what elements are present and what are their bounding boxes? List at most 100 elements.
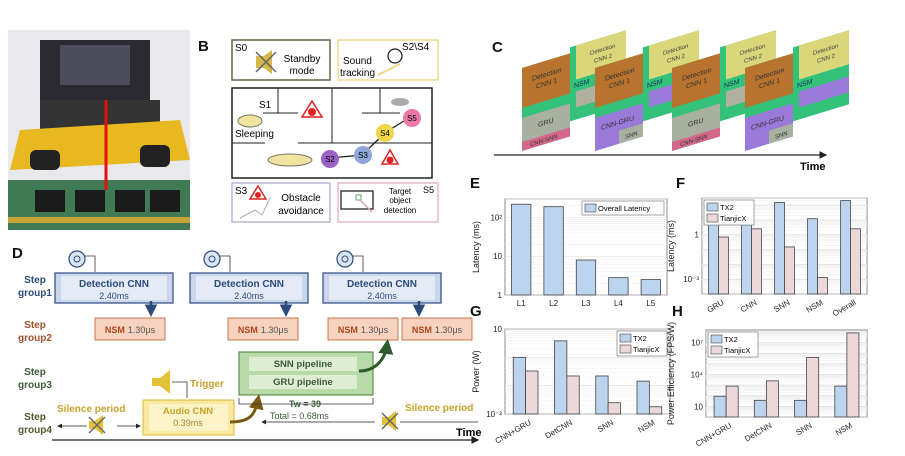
- x-tick-label: L3: [582, 299, 591, 308]
- detection-time: 2.40ms: [99, 291, 129, 301]
- nsm-label: NSM: [338, 325, 358, 335]
- detection-cnn-label: Detection CNN: [79, 279, 149, 290]
- y-tick-label: 10⁷: [691, 339, 703, 348]
- mute-speaker-icon: [255, 50, 277, 74]
- legend-label: TianjicX: [633, 345, 659, 354]
- panel-b: B S0 Standby mode Sound tracking S2\S4 S…: [198, 38, 439, 223]
- legend-swatch: [706, 202, 719, 212]
- bar: [806, 356, 820, 418]
- legend-label: TianjicX: [724, 346, 750, 355]
- bar: [713, 395, 727, 418]
- step-group-label: group4: [18, 425, 52, 436]
- bar: [834, 385, 848, 418]
- panel-label: H: [672, 303, 683, 320]
- node-label: S4: [380, 129, 390, 138]
- panel-label: F: [676, 175, 685, 192]
- bar: [554, 340, 568, 415]
- mouse-icon: [391, 98, 409, 106]
- camera-icon: [336, 250, 354, 268]
- x-tick-label: SNN: [794, 421, 813, 437]
- audio-cnn-label: Audio CNN: [163, 406, 213, 417]
- nsm-label: NSM: [238, 325, 258, 335]
- bar: [850, 228, 861, 295]
- bar: [840, 200, 851, 295]
- nsm-block: NSM 1.30μs: [227, 317, 299, 341]
- nsm-time: 1.30μs: [361, 325, 389, 335]
- legend-label: TX2: [724, 335, 738, 344]
- step-label: Step: [24, 320, 46, 331]
- snn-pipeline-label: SNN pipeline: [274, 359, 333, 370]
- chart-f: F 10⁻³ 1 Latency (ms) GRU CNN SNN NSM Overall TX2…: [666, 175, 868, 318]
- bar: [525, 370, 539, 415]
- cat-icon: [267, 153, 313, 167]
- chip-region-label: SNN: [775, 130, 788, 141]
- sound-text: Sound: [343, 56, 372, 67]
- bar: [608, 277, 629, 296]
- bar: [640, 279, 661, 296]
- time-label: Time: [456, 427, 481, 439]
- bar: [648, 406, 663, 415]
- bar: [817, 277, 828, 295]
- sound-text: tracking: [340, 68, 375, 79]
- target-text: detection: [384, 206, 416, 215]
- y-axis-label: Power Efficiency (FPS/W): [666, 322, 676, 425]
- mute-speaker-icon: [88, 415, 106, 435]
- detection-time: 2.40ms: [234, 291, 264, 301]
- tw-label: Tw = 39: [289, 399, 321, 409]
- nsm-time: 1.30μs: [128, 325, 156, 335]
- bar: [794, 399, 808, 418]
- chip-region-label: SNN: [625, 130, 638, 141]
- legend: TX2 TianjicX: [703, 199, 755, 226]
- bar: [607, 402, 621, 415]
- sleeping-text: Sleeping: [235, 129, 274, 140]
- x-tick-label: NSM: [636, 418, 656, 435]
- target-frame-icon: [340, 190, 374, 210]
- step-group-label: group3: [18, 380, 52, 391]
- speaker-target-icon: [387, 48, 403, 64]
- step-group-label: group1: [18, 288, 52, 299]
- standby-box: S0 Standby mode: [231, 39, 331, 81]
- bar: [595, 375, 609, 415]
- legend-label: Overall Latency: [598, 204, 650, 213]
- panel-d: D Step group1 Step group2 Step group3 Step grou…: [12, 245, 481, 444]
- mute-speaker-icon: [381, 411, 399, 431]
- legend-swatch: [619, 333, 632, 343]
- legend: TX2 TianjicX: [616, 330, 668, 357]
- legend-label: TX2: [720, 203, 734, 212]
- bar: [543, 206, 564, 296]
- x-tick-label: L2: [549, 299, 558, 308]
- nsm-block: NSM 1.30μs: [94, 317, 166, 341]
- x-tick-label: CNN+GRU: [694, 421, 733, 449]
- nsm-time: 1.30μs: [435, 325, 463, 335]
- x-tick-label: NSM: [834, 421, 854, 438]
- x-tick-label: CNN: [739, 298, 759, 315]
- silence-period-label: Silence period: [57, 404, 125, 415]
- x-tick-label: L4: [614, 299, 623, 308]
- robot-photo: [8, 30, 190, 230]
- state-label: S2\S4: [402, 42, 430, 53]
- y-tick-label: 10: [493, 325, 502, 334]
- state-label: S0: [235, 43, 248, 54]
- legend-swatch: [584, 203, 597, 213]
- trigger-label: Trigger: [190, 379, 224, 390]
- bar: [575, 259, 597, 296]
- target-text: Target: [389, 187, 412, 196]
- y-tick-label: 10: [694, 402, 703, 411]
- camera-icon: [68, 250, 86, 268]
- target-detection-box: Target object detection S5: [337, 182, 439, 223]
- bar: [636, 380, 650, 415]
- target-text: object: [389, 196, 411, 205]
- obstacle-text: avoidance: [278, 206, 324, 217]
- standby-text: mode: [289, 66, 314, 77]
- nsm-block: NSM 1.30μs: [327, 317, 399, 341]
- legend-swatch: [706, 213, 719, 223]
- x-tick-label: GRU: [706, 298, 726, 315]
- state-node: S5: [403, 109, 421, 127]
- step-label: Step: [24, 412, 46, 423]
- chart-h: H 10 10⁴ 10⁷ Power Efficiency (FPS/W) CNN+GRU…: [666, 303, 868, 449]
- nsm-block: NSM 1.30μs: [401, 317, 473, 341]
- map: S1 Sleeping S2 S3 S4 S5: [231, 87, 433, 179]
